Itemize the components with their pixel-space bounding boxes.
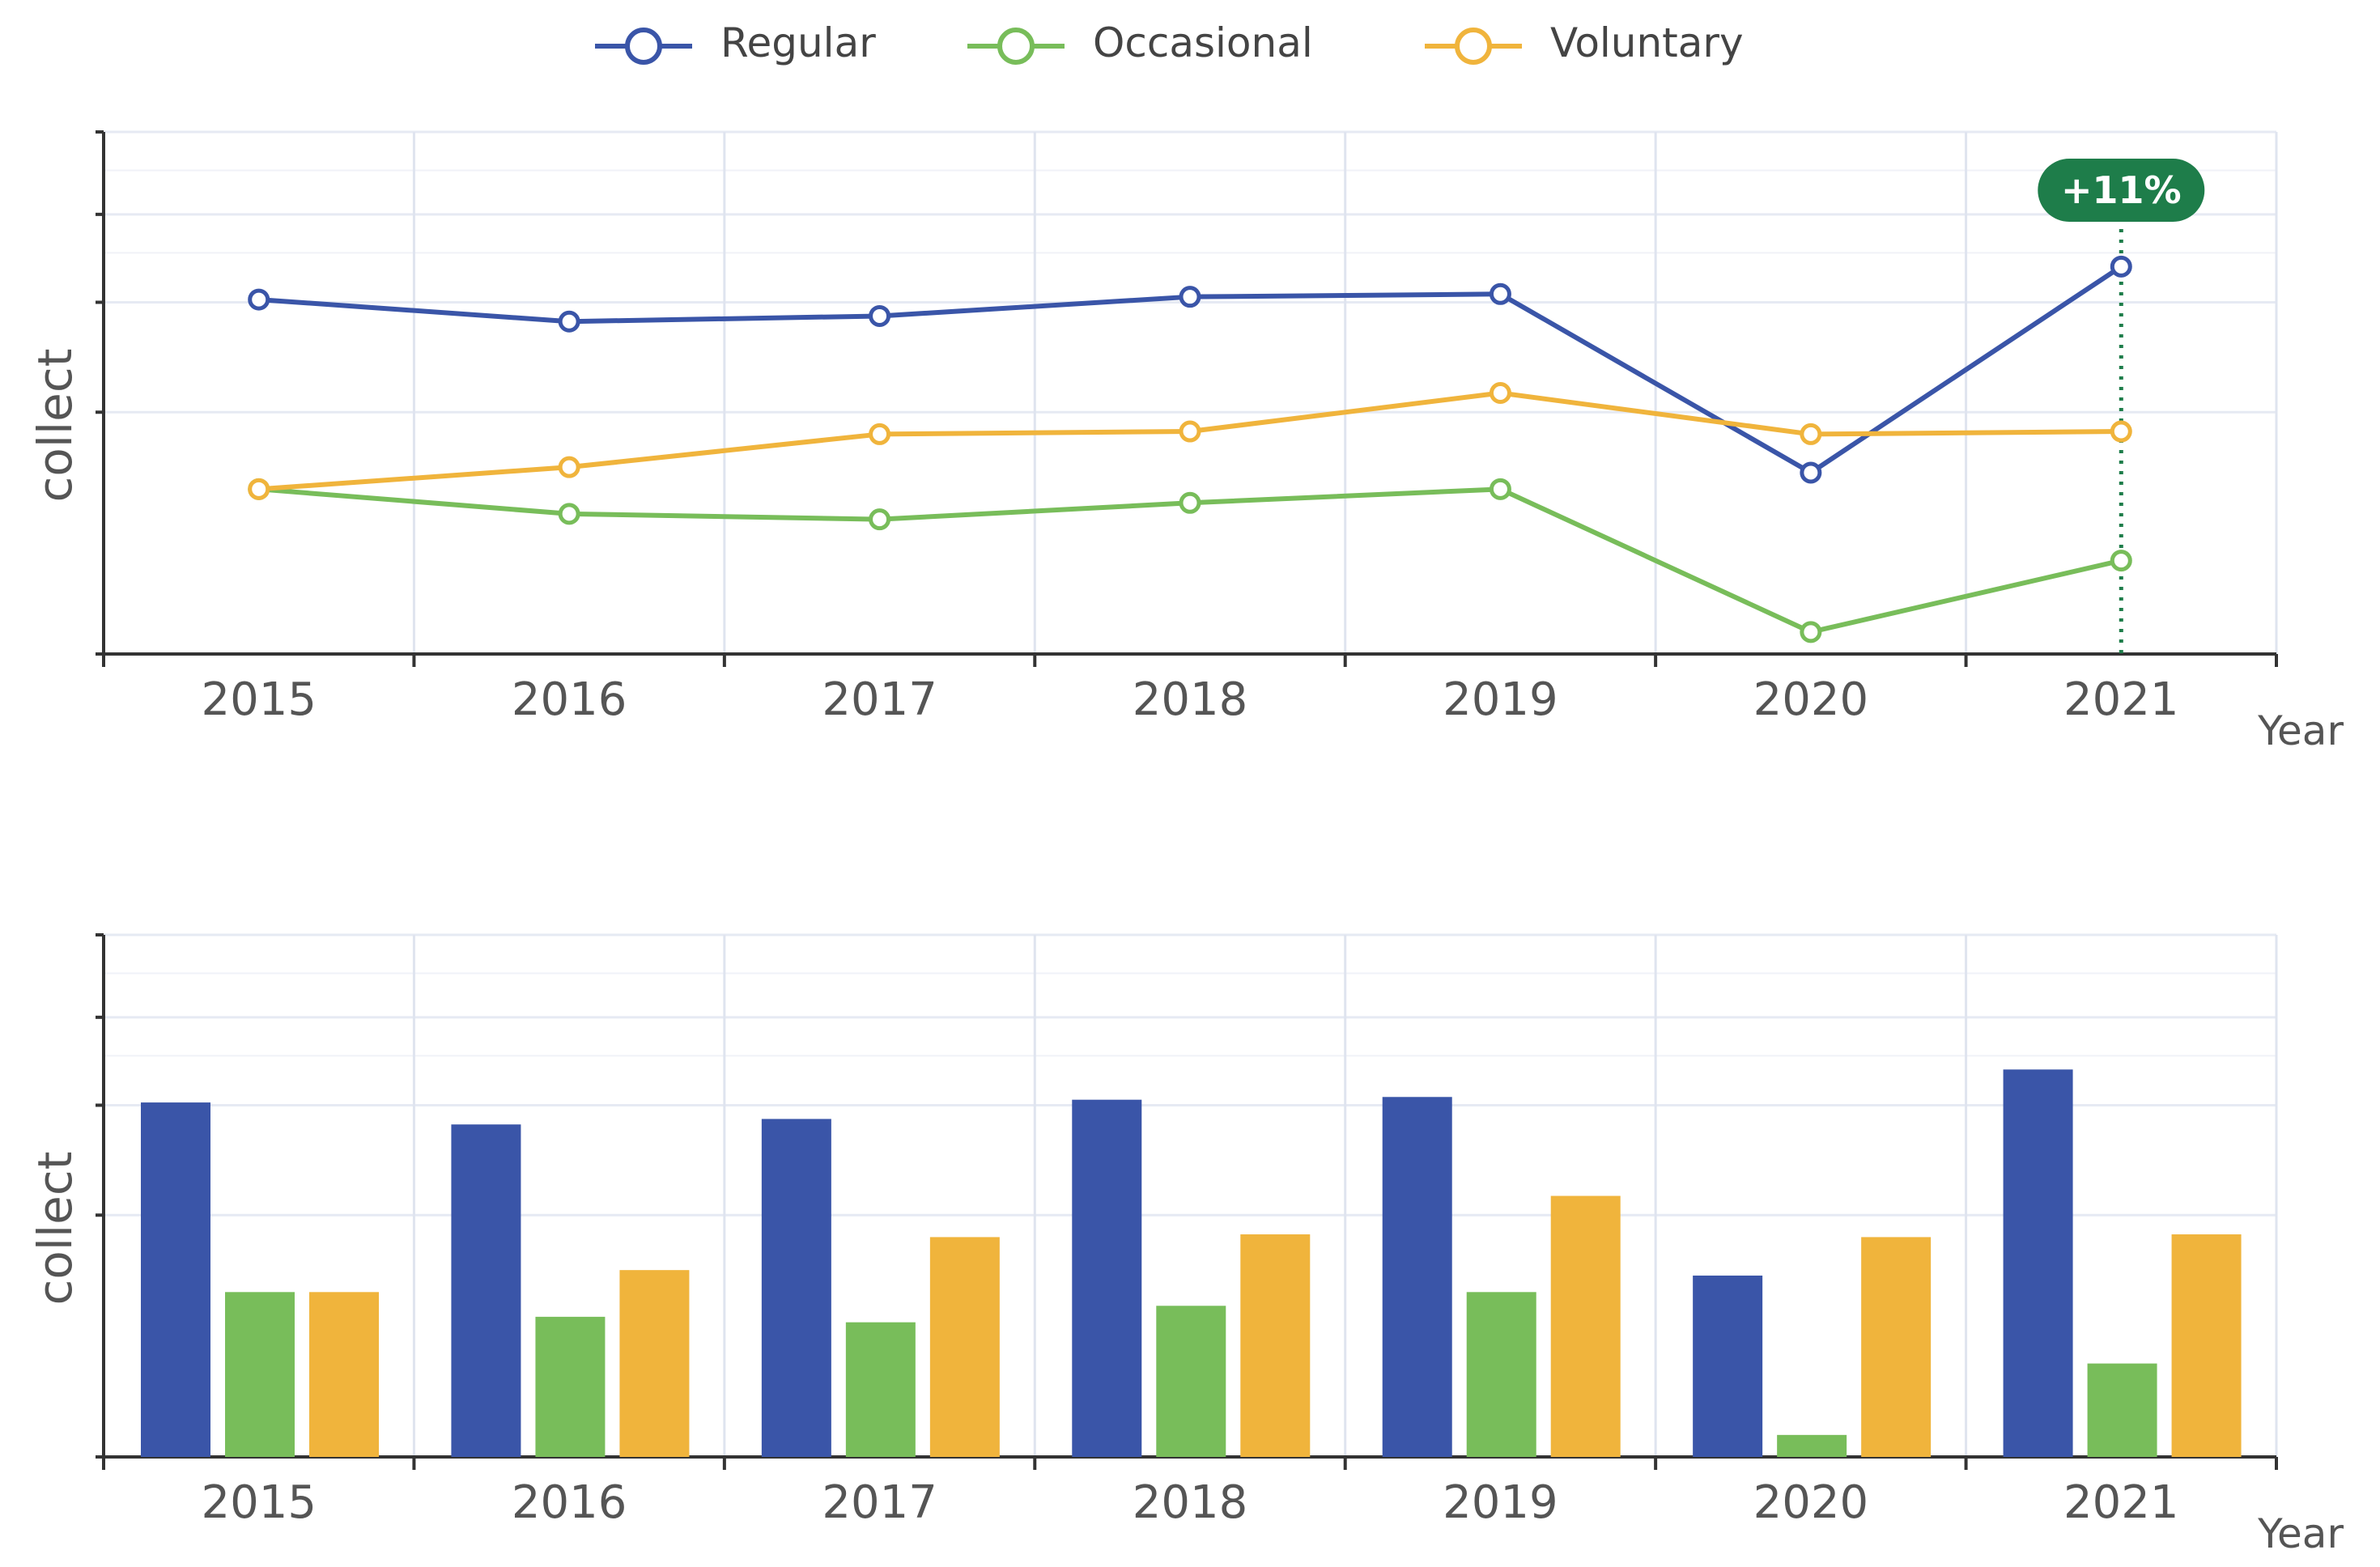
bar-regular-2021[interactable] <box>2003 1069 2073 1457</box>
bar-voluntary-2017[interactable] <box>929 1237 1000 1457</box>
legend-marker-icon <box>625 28 662 65</box>
x-tick-label: 2017 <box>822 1476 937 1529</box>
bar-regular-2016[interactable] <box>451 1124 521 1457</box>
growth-badge-label: +11% <box>2061 168 2182 212</box>
point-voluntary-2019[interactable] <box>1489 382 1511 404</box>
growth-badge-bg <box>2038 159 2205 222</box>
bar-regular-2017[interactable] <box>761 1119 831 1457</box>
legend-label: Voluntary <box>1550 19 1744 66</box>
point-occasional-2020[interactable] <box>1800 621 1822 643</box>
point-regular-2015[interactable] <box>248 288 270 311</box>
x-tick-label: 2016 <box>512 673 627 726</box>
legend-item-occasional[interactable]: Occasional <box>967 19 1313 66</box>
x-tick-label: 2017 <box>822 673 937 726</box>
point-regular-2020[interactable] <box>1800 461 1822 484</box>
point-regular-2021[interactable] <box>2110 255 2132 278</box>
point-occasional-2018[interactable] <box>1179 491 1201 514</box>
bar-regular-2015[interactable] <box>141 1102 210 1457</box>
point-occasional-2016[interactable] <box>558 503 580 525</box>
bar-regular-2019[interactable] <box>1382 1097 1452 1457</box>
bar-occasional-2018[interactable] <box>1156 1306 1226 1457</box>
bar-voluntary-2016[interactable] <box>619 1270 690 1457</box>
point-voluntary-2016[interactable] <box>558 456 580 478</box>
x-axis-title: Year <box>2257 707 2344 754</box>
point-voluntary-2018[interactable] <box>1179 420 1201 443</box>
point-regular-2018[interactable] <box>1179 286 1201 308</box>
legend-label: Regular <box>720 19 876 66</box>
point-voluntary-2017[interactable] <box>869 423 891 445</box>
point-voluntary-2020[interactable] <box>1800 423 1822 445</box>
bar-occasional-2015[interactable] <box>225 1292 295 1457</box>
bar-occasional-2020[interactable] <box>1777 1434 1847 1457</box>
x-tick-label: 2016 <box>512 1476 627 1529</box>
x-tick-label: 2020 <box>1753 673 1869 726</box>
point-occasional-2017[interactable] <box>869 508 891 531</box>
x-tick-label: 2020 <box>1753 1476 1869 1529</box>
point-voluntary-2021[interactable] <box>2110 420 2132 443</box>
legend-marker-icon <box>997 28 1035 65</box>
y-axis-title: collect <box>28 1152 83 1306</box>
point-occasional-2021[interactable] <box>2110 550 2132 572</box>
legend: Regular Occasional Voluntary <box>595 19 1744 66</box>
bar-regular-2020[interactable] <box>1693 1275 1763 1457</box>
x-tick-label: 2015 <box>201 1476 317 1529</box>
bar-voluntary-2015[interactable] <box>309 1292 379 1457</box>
line-chart: 2015 2016 2017 2018 2019 2020 2021 Year collect +… <box>28 130 2344 754</box>
bar-voluntary-2018[interactable] <box>1240 1234 1311 1457</box>
bar-chart: 2015 2016 2017 2018 2019 2020 2021 Year collect <box>28 933 2344 1557</box>
point-regular-2019[interactable] <box>1489 282 1511 305</box>
legend-item-voluntary[interactable]: Voluntary <box>1425 19 1744 66</box>
x-tick-label: 2019 <box>1443 673 1558 726</box>
bar-voluntary-2019[interactable] <box>1550 1195 1621 1458</box>
legend-label: Occasional <box>1093 19 1313 66</box>
x-tick-label: 2018 <box>1133 673 1248 726</box>
bar-voluntary-2020[interactable] <box>1861 1237 1932 1457</box>
point-regular-2017[interactable] <box>869 304 891 327</box>
bar-occasional-2016[interactable] <box>535 1316 606 1457</box>
x-tick-label: 2019 <box>1443 1476 1558 1529</box>
growth-badge: +11% <box>2038 159 2205 222</box>
bar-voluntary-2021[interactable] <box>2171 1234 2242 1457</box>
x-tick-label: 2018 <box>1133 1476 1248 1529</box>
point-regular-2016[interactable] <box>558 310 580 333</box>
x-tick-label: 2021 <box>2063 1476 2179 1529</box>
y-axis-title: collect <box>28 349 83 503</box>
bar-occasional-2021[interactable] <box>2087 1363 2157 1457</box>
legend-item-regular[interactable]: Regular <box>595 19 876 66</box>
bar-occasional-2017[interactable] <box>845 1322 916 1457</box>
legend-marker-icon <box>1455 28 1492 65</box>
point-occasional-2019[interactable] <box>1489 478 1511 500</box>
x-tick-label: 2021 <box>2063 673 2179 726</box>
point-voluntary-2015[interactable] <box>248 478 270 500</box>
bar-occasional-2019[interactable] <box>1466 1292 1536 1457</box>
x-axis-title: Year <box>2257 1510 2344 1557</box>
bar-regular-2018[interactable] <box>1072 1099 1142 1457</box>
x-tick-label: 2015 <box>201 673 317 726</box>
